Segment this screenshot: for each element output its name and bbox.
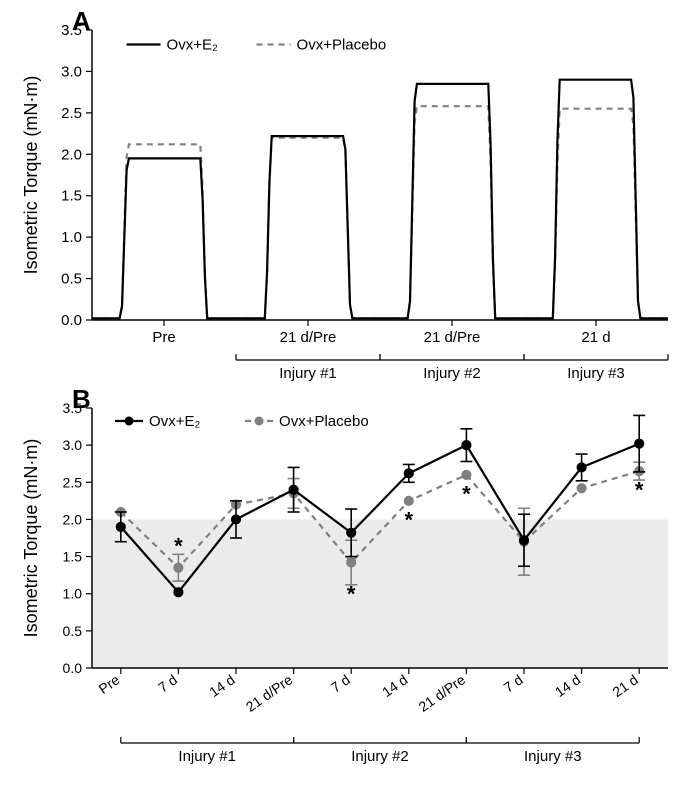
svg-text:21 d/Pre: 21 d/Pre [416, 671, 469, 715]
significance-star: * [405, 507, 414, 532]
svg-text:21 d: 21 d [609, 671, 640, 700]
svg-text:14 d: 14 d [552, 671, 583, 700]
panel-b-svg: 0.0 0.5 1.0 1.5 2.0 2.5 3.0 3.5 Isometric Torque… [0, 0, 698, 786]
series-ovx-e2-marker [462, 441, 471, 450]
panel-b: 0.0 0.5 1.0 1.5 2.0 2.5 3.0 3.5 Isometric Torque… [0, 0, 698, 786]
significance-star: * [174, 533, 183, 558]
series-ovx-e2-marker [347, 528, 356, 537]
svg-text:Ovx+E₂: Ovx+E₂ [149, 413, 200, 430]
svg-text:14 d: 14 d [379, 671, 410, 700]
svg-text:Pre: Pre [95, 671, 122, 697]
series-ovx-placebo-marker [174, 563, 183, 572]
significance-star: * [462, 481, 471, 506]
svg-text:Ovx+Placebo: Ovx+Placebo [279, 413, 369, 430]
svg-text:7 d: 7 d [501, 671, 526, 695]
svg-text:1.5: 1.5 [63, 549, 83, 565]
series-ovx-placebo-marker [347, 558, 356, 567]
series-ovx-e2-marker [116, 522, 125, 531]
svg-text:2.5: 2.5 [63, 474, 83, 490]
series-ovx-e2-marker [577, 463, 586, 472]
svg-text:14 d: 14 d [206, 671, 237, 700]
series-ovx-placebo-marker [404, 496, 413, 505]
svg-text:7 d: 7 d [328, 671, 353, 695]
series-ovx-e2-marker [232, 515, 241, 524]
svg-text:7 d: 7 d [155, 671, 180, 695]
svg-text:3.5: 3.5 [63, 400, 83, 416]
svg-text:0.5: 0.5 [63, 623, 83, 639]
svg-text:Injury #2: Injury #2 [351, 748, 409, 765]
series-ovx-e2-marker [520, 536, 529, 545]
svg-text:3.0: 3.0 [63, 437, 83, 453]
series-ovx-e2-marker [289, 485, 298, 494]
figure: A 0.00.51.01.52.02.53.03.5Isometric Torq… [0, 0, 698, 786]
svg-text:21 d/Pre: 21 d/Pre [243, 671, 296, 715]
significance-star: * [635, 478, 644, 503]
series-ovx-e2-marker [404, 469, 413, 478]
series-ovx-e2-marker [174, 588, 183, 597]
svg-text:Isometric Torque (mN·m): Isometric Torque (mN·m) [21, 439, 41, 638]
svg-text:Injury #3: Injury #3 [524, 748, 582, 765]
series-ovx-placebo-marker [577, 484, 586, 493]
svg-text:Injury #1: Injury #1 [178, 748, 236, 765]
series-ovx-placebo-marker [462, 470, 471, 479]
significance-star: * [347, 582, 356, 607]
svg-text:2.0: 2.0 [63, 511, 83, 527]
svg-text:1.0: 1.0 [63, 586, 83, 602]
svg-text:0.0: 0.0 [63, 660, 83, 676]
series-ovx-e2-marker [635, 439, 644, 448]
